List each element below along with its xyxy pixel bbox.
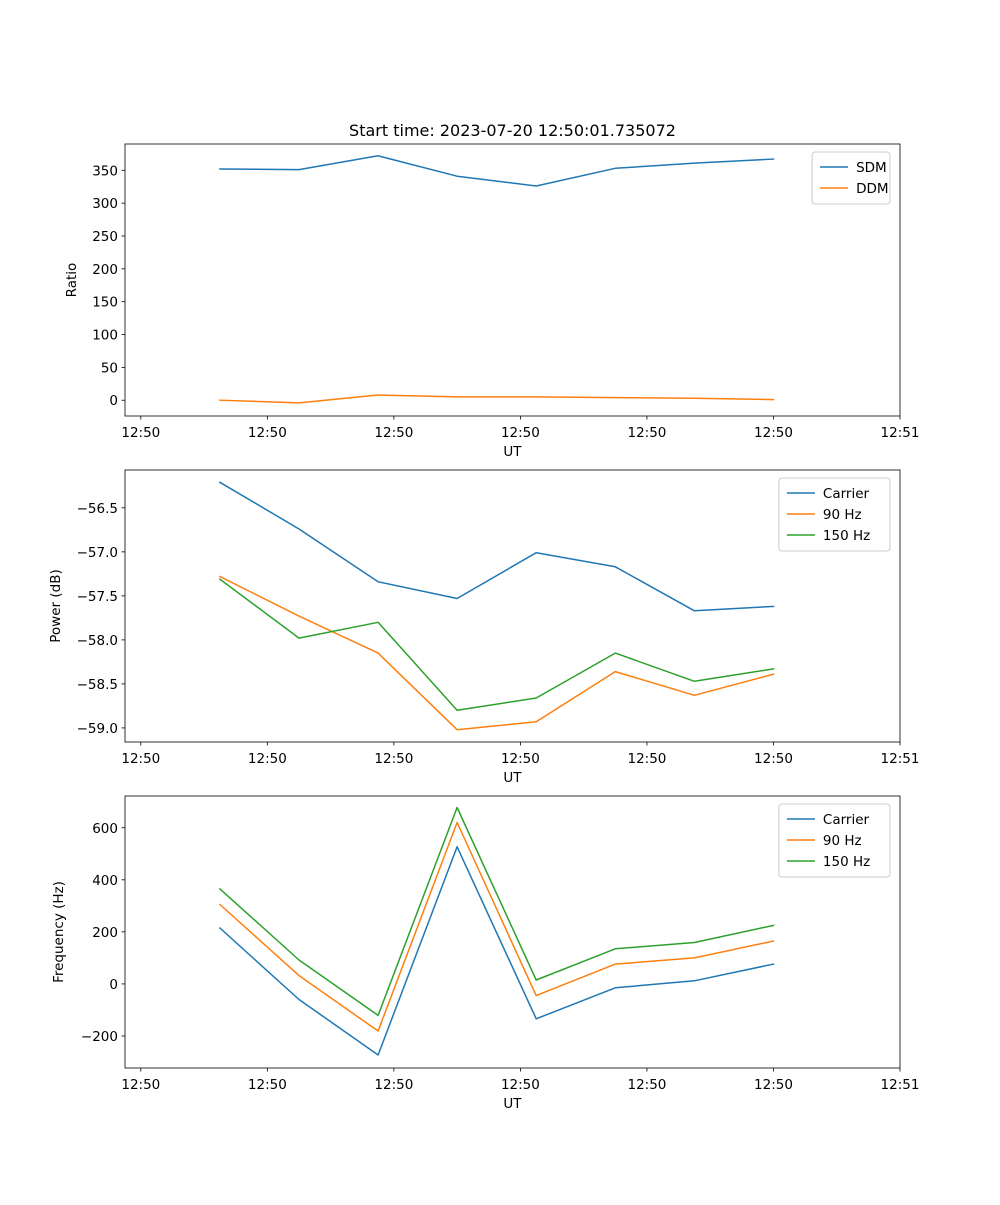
chart-3-x-tick-label: 12:50 bbox=[248, 1077, 287, 1093]
chart-1-x-tick-label: 12:50 bbox=[374, 425, 413, 441]
chart-1-x-axis-label: UT bbox=[503, 444, 522, 460]
chart-3-series-90-hz-line bbox=[218, 821, 775, 1032]
chart-1-axes-frame bbox=[124, 143, 901, 417]
chart-3-y-tick-label: 400 bbox=[92, 873, 118, 889]
chart-3-y-axis-label: Frequency (Hz) bbox=[51, 881, 67, 983]
chart-2-y-tick-label: −56.5 bbox=[77, 501, 118, 517]
chart-3-legend: Carrier 90 Hz 150 Hz bbox=[778, 803, 891, 878]
chart-1-y-tick-label: 300 bbox=[92, 196, 118, 212]
chart-1-y-tick-label: 150 bbox=[92, 295, 118, 311]
chart-3-series-150-hz-line bbox=[218, 806, 775, 1017]
chart-2-legend-label: 150 Hz bbox=[823, 528, 870, 544]
chart-2-series-150-hz-line bbox=[218, 578, 775, 712]
chart-3-y-tick-label: 0 bbox=[109, 977, 118, 993]
chart-2-series-carrier-line bbox=[218, 481, 775, 612]
chart-2-y-tick-label: −57.5 bbox=[77, 589, 118, 605]
chart-3-x-tick-label: 12:50 bbox=[501, 1077, 540, 1093]
chart-2-x-tick-label: 12:50 bbox=[121, 751, 160, 767]
chart-2-y-tick-label: −59.0 bbox=[77, 721, 118, 737]
chart-1-series-sdm-line bbox=[219, 155, 775, 187]
chart-3-y-tick-label: 600 bbox=[92, 821, 118, 837]
chart-2-series-90-hz-line bbox=[218, 575, 775, 731]
chart-2-x-tick-label: 12:50 bbox=[374, 751, 413, 767]
chart-1-y-tick-label: 50 bbox=[101, 360, 118, 376]
chart-2-x-tick-label: 12:51 bbox=[881, 751, 920, 767]
chart-2-legend-box bbox=[778, 477, 891, 552]
chart-1-legend: SDM DDM bbox=[811, 151, 891, 205]
chart-1-x-tick-label: 12:50 bbox=[754, 425, 793, 441]
chart-1-series-ddm-line bbox=[219, 394, 775, 404]
chart-1-y-tick-label: 250 bbox=[92, 229, 118, 245]
chart-1-legend-box bbox=[811, 151, 891, 205]
chart-3-legend-box bbox=[778, 803, 891, 878]
chart-2-x-tick-label: 12:50 bbox=[754, 751, 793, 767]
chart-3-legend-label: Carrier bbox=[823, 812, 870, 828]
chart-2-x-tick-label: 12:50 bbox=[248, 751, 287, 767]
chart-2-panel: 12:50 12:50 12:50 12:50 12:50 12:50 12:51 −59.0… bbox=[48, 469, 920, 786]
chart-1-y-tick-label: 100 bbox=[92, 328, 118, 344]
chart-2-axes-frame bbox=[124, 469, 901, 743]
chart-3-x-tick-label: 12:50 bbox=[374, 1077, 413, 1093]
chart-2-legend: Carrier 90 Hz 150 Hz bbox=[778, 477, 891, 552]
chart-1-x-tick-label: 12:50 bbox=[248, 425, 287, 441]
chart-2-x-tick-label: 12:50 bbox=[627, 751, 666, 767]
chart-1-legend-label: SDM bbox=[856, 160, 887, 176]
chart-3-x-tick-label: 12:51 bbox=[881, 1077, 920, 1093]
chart-3-y-tick-label: −200 bbox=[81, 1029, 118, 1045]
chart-1-x-tick-label: 12:50 bbox=[627, 425, 666, 441]
chart-2-legend-label: 90 Hz bbox=[823, 507, 862, 523]
chart-2-y-tick-label: −58.5 bbox=[77, 677, 118, 693]
chart-3-series-carrier-line bbox=[218, 846, 775, 1056]
chart-2-y-tick-label: −58.0 bbox=[77, 633, 118, 649]
chart-1-y-axis-label: Ratio bbox=[64, 263, 80, 298]
chart-1-x-tick-label: 12:50 bbox=[501, 425, 540, 441]
chart-3-y-tick-label: 200 bbox=[92, 925, 118, 941]
chart-2-legend-label: Carrier bbox=[823, 486, 870, 502]
chart-1-x-tick-label: 12:50 bbox=[121, 425, 160, 441]
chart-3-x-tick-label: 12:50 bbox=[754, 1077, 793, 1093]
chart-3-x-tick-label: 12:50 bbox=[627, 1077, 666, 1093]
chart-3-x-axis-label: UT bbox=[503, 1096, 522, 1112]
chart-1-y-tick-label: 0 bbox=[109, 393, 118, 409]
panels: 12:50 12:50 12:50 12:50 12:50 12:50 12:51 0 50 10… bbox=[48, 121, 919, 1112]
chart-1-legend-label: DDM bbox=[856, 181, 888, 197]
chart-3-legend-label: 150 Hz bbox=[823, 854, 870, 870]
chart-1-panel: 12:50 12:50 12:50 12:50 12:50 12:50 12:51 0 50 10… bbox=[64, 121, 919, 460]
chart-3-legend-label: 90 Hz bbox=[823, 833, 862, 849]
chart-2-y-axis-label: Power (dB) bbox=[48, 569, 64, 642]
chart-1-title: Start time: 2023-07-20 12:50:01.735072 bbox=[349, 121, 676, 140]
chart-2-x-axis-label: UT bbox=[503, 770, 522, 786]
chart-3-x-tick-label: 12:50 bbox=[121, 1077, 160, 1093]
chart-2-x-tick-label: 12:50 bbox=[501, 751, 540, 767]
chart-1-x-tick-label: 12:51 bbox=[881, 425, 920, 441]
chart-1-y-tick-label: 200 bbox=[92, 262, 118, 278]
chart-3-panel: 12:50 12:50 12:50 12:50 12:50 12:50 12:51 −200 0… bbox=[51, 795, 920, 1112]
chart-1-y-tick-label: 350 bbox=[92, 163, 118, 179]
chart-2-y-tick-label: −57.0 bbox=[77, 545, 118, 561]
